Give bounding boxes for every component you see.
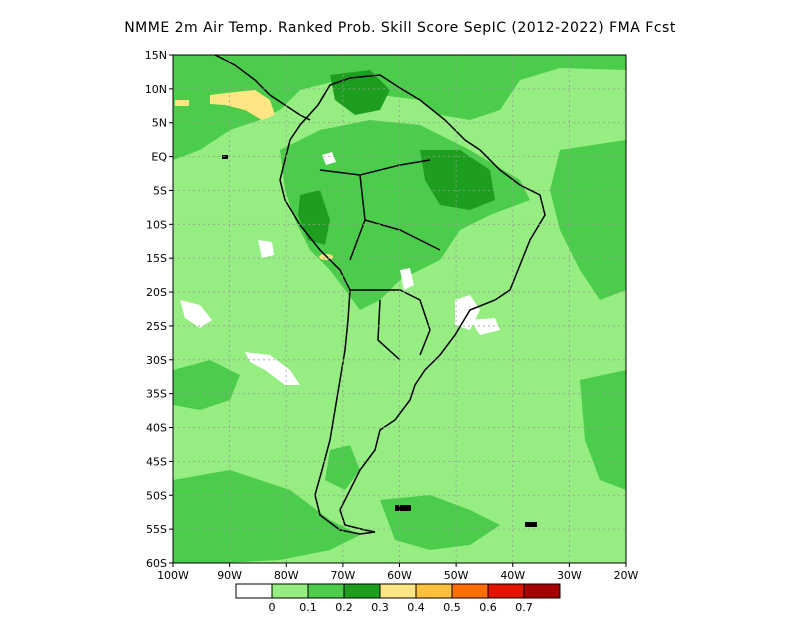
graticule	[173, 55, 626, 563]
region-colombia	[330, 70, 390, 115]
colorbar-label: 0	[269, 601, 276, 614]
colorbar-swatch	[379, 583, 417, 599]
latitude-labels: 15N 10N 5N EQ 5S 10S 15S 20S 25S 30S 35S 40S 45S 50S 5…	[145, 49, 173, 570]
lon-label: 30W	[557, 569, 582, 582]
colorbar-swatch	[523, 583, 561, 599]
colorbar-swatch	[415, 583, 453, 599]
lat-label: 15S	[146, 252, 167, 265]
falklands-mark	[395, 505, 411, 511]
colorbar-swatch	[235, 583, 273, 599]
colorbar-label: 0.6	[479, 601, 497, 614]
lat-label: 35S	[146, 388, 167, 401]
south-america-coast	[279, 74, 546, 535]
longitude-labels: 100W 90W 80W 70W 60W 50W 40W 30W 20W	[157, 563, 639, 582]
colorbar-label: 0.5	[443, 601, 461, 614]
coastlines	[214, 55, 546, 535]
colorbar-label: 0.2	[335, 601, 353, 614]
lat-label: EQ	[151, 151, 167, 164]
high-skill-regions	[298, 70, 495, 245]
region-yellow-small	[175, 100, 189, 106]
lat-label: 55S	[146, 523, 167, 536]
region-southeast-atlantic	[580, 370, 626, 490]
lat-label: 45S	[146, 455, 167, 468]
region-patagonia	[325, 445, 360, 490]
region-white-parana	[400, 268, 414, 290]
map-title: NMME 2m Air Temp. Ranked Prob. Skill Sco…	[124, 20, 676, 36]
region-white-atlantic	[470, 318, 500, 335]
region-guianas	[420, 150, 495, 210]
colorbar-label: 0.1	[299, 601, 317, 614]
region-yellow-central-america	[210, 90, 275, 120]
region-white-amazon	[322, 152, 336, 165]
lon-label: 90W	[217, 569, 242, 582]
lat-label: 5S	[153, 184, 167, 197]
central-america-coast	[214, 55, 311, 121]
colorbar-label: 0.7	[515, 601, 533, 614]
colorbar-label: 0.4	[407, 601, 425, 614]
colorbar-swatch	[451, 583, 489, 599]
lat-label: 10S	[146, 218, 167, 231]
lat-label: 10N	[145, 83, 167, 96]
region-south-pacific	[173, 470, 360, 563]
lat-label: 5N	[152, 117, 167, 130]
colorbar: 0 0.1 0.2 0.3 0.4 0.5 0.6 0.7	[235, 583, 561, 614]
region-white-pacific-c	[258, 240, 274, 258]
colorbar-swatch	[487, 583, 525, 599]
lat-label: 50S	[146, 489, 167, 502]
lon-label: 20W	[614, 569, 639, 582]
country-borders	[319, 159, 441, 361]
colorbar-swatch	[271, 583, 309, 599]
lon-label: 80W	[274, 569, 299, 582]
south-georgia-mark	[525, 522, 537, 527]
lat-label: 60S	[146, 557, 167, 570]
colorbar-label: 0.3	[371, 601, 389, 614]
lon-label: 100W	[157, 569, 189, 582]
lat-label: 25S	[146, 320, 167, 333]
region-peru	[298, 190, 330, 245]
lon-label: 70W	[330, 569, 355, 582]
lat-label: 40S	[146, 422, 167, 435]
colorbar-swatch	[343, 583, 381, 599]
lat-label: 15N	[145, 49, 167, 62]
colorbar-swatch	[307, 583, 345, 599]
region-west-pacific	[173, 360, 240, 410]
lat-label: 20S	[146, 286, 167, 299]
lon-label: 60W	[387, 569, 412, 582]
region-white-pacific-a	[180, 300, 212, 328]
lon-label: 50W	[444, 569, 469, 582]
lat-label: 30S	[146, 354, 167, 367]
lon-label: 40W	[500, 569, 525, 582]
